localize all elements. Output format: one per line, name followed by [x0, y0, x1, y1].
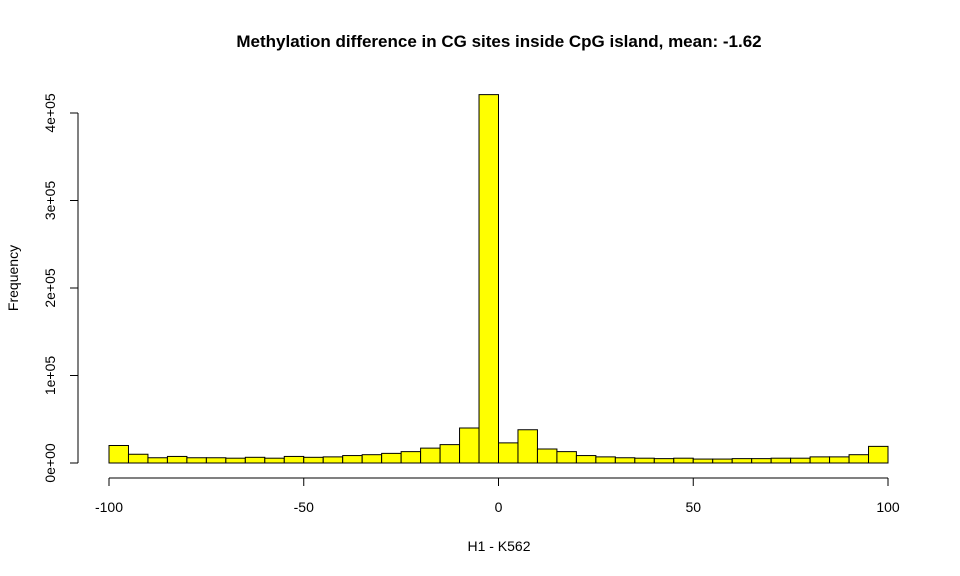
y-tick-label: 2e+05 [42, 268, 58, 308]
histogram-bar [751, 458, 772, 464]
y-axis-label: Frequency [5, 245, 21, 311]
histogram-bar [556, 451, 577, 464]
histogram-bar [283, 455, 305, 464]
histogram-bar [108, 445, 129, 464]
chart-title: Methylation difference in CG sites insid… [236, 32, 761, 51]
histogram-bar [478, 94, 499, 464]
histogram-bar [692, 458, 714, 464]
histogram-bar [205, 457, 227, 464]
histogram-bar [381, 452, 402, 464]
histogram-bar [439, 444, 461, 464]
histogram-bar [809, 456, 831, 464]
y-tick-label: 4e+05 [42, 93, 58, 133]
histogram-bar [225, 457, 246, 464]
histogram-bar [186, 457, 207, 464]
x-tick-label: 0 [495, 499, 503, 515]
histogram-bar [731, 458, 753, 464]
histogram-bar [634, 457, 655, 464]
histogram-bar [829, 456, 850, 464]
histogram-bar [166, 455, 188, 464]
histogram-bar [264, 457, 285, 464]
histogram-bar [770, 457, 792, 464]
x-axis: -100 -50 0 50 100 [95, 477, 900, 515]
histogram-bar [536, 448, 558, 464]
x-tick-label: -50 [294, 499, 314, 515]
y-axis: 0e+00 1e+05 2e+05 3e+05 4e+05 [42, 93, 79, 483]
y-tick-label: 1e+05 [42, 356, 58, 396]
histogram-bar [303, 456, 324, 464]
histogram-bar [595, 456, 616, 464]
histogram-bar [575, 455, 597, 464]
x-tick-label: 50 [685, 499, 701, 515]
histogram-bar [127, 453, 149, 464]
bars-group [108, 94, 889, 464]
histogram-bar [420, 447, 441, 464]
histogram-bar [614, 457, 636, 464]
histogram-bar [459, 427, 480, 464]
histogram-bar [322, 456, 344, 464]
y-tick-label: 0e+00 [42, 443, 58, 483]
histogram-bar [244, 456, 266, 464]
histogram-bar [712, 458, 733, 464]
histogram-bar [342, 455, 363, 464]
histogram-bar [498, 442, 519, 464]
x-tick-label: 100 [876, 499, 900, 515]
histogram-bar [790, 457, 811, 464]
x-axis-label: H1 - K562 [467, 538, 530, 554]
histogram-bar [147, 457, 168, 464]
histogram-bar [653, 458, 675, 464]
histogram-bar [868, 445, 889, 464]
histogram-bar [517, 429, 538, 464]
y-tick-label: 3e+05 [42, 181, 58, 221]
x-tick-label: -100 [95, 499, 123, 515]
histogram-bar [848, 454, 870, 464]
histogram-bar [361, 454, 383, 464]
histogram-bar [673, 457, 694, 464]
histogram-bar [400, 451, 422, 464]
